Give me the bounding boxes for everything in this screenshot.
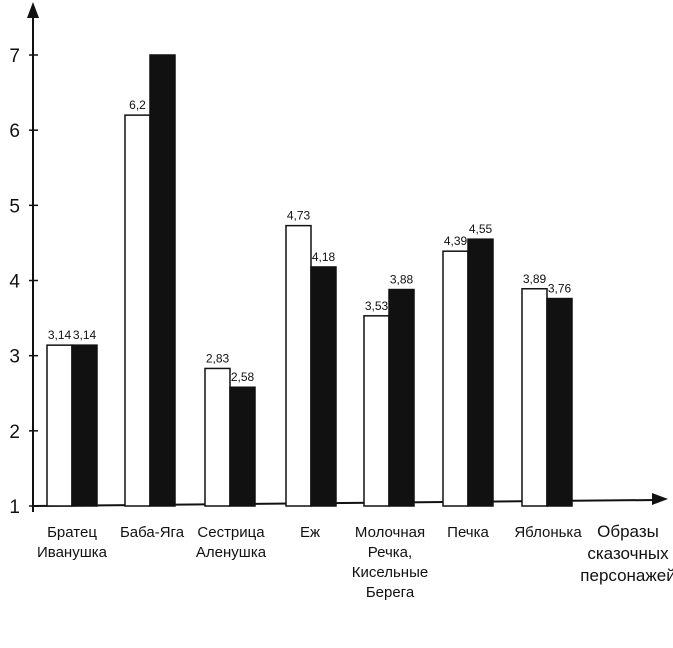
- data-label: 3,89: [523, 272, 547, 286]
- bar-white: [442, 250, 469, 507]
- data-label: 3,88: [390, 273, 414, 287]
- category-label: Братец: [47, 524, 97, 541]
- bar-black: [71, 344, 98, 507]
- category-label: Молочная: [355, 524, 425, 541]
- bar-white: [46, 344, 73, 507]
- x-axis-categories: Братец Иванушка Баба-Яга Сестрица Аленушка Еж…: [37, 524, 582, 601]
- x-axis-title-line: Образы: [597, 522, 659, 541]
- y-tick-label: 5: [9, 196, 20, 217]
- data-label: 6,2: [129, 98, 146, 112]
- category-label: Сестрица: [197, 524, 265, 541]
- y-tick-label: 4: [9, 272, 20, 293]
- bar-white: [285, 224, 312, 507]
- bar-white: [363, 315, 390, 507]
- category-label: Речка,: [368, 544, 412, 561]
- category-label: Еж: [300, 524, 320, 541]
- data-label: 3,14: [48, 328, 72, 342]
- category-label: Баба-Яга: [120, 524, 185, 541]
- x-axis-arrow: [652, 493, 668, 505]
- data-label: 2,58: [231, 370, 255, 384]
- bar-black: [388, 288, 415, 507]
- bar-black: [149, 54, 176, 507]
- y-tick-label: 6: [9, 121, 20, 142]
- bars: [46, 54, 573, 507]
- bar-black: [467, 238, 494, 507]
- x-axis-title-line: сказочных: [587, 544, 669, 563]
- category-label: Аленушка: [196, 544, 267, 561]
- category-label: Иванушка: [37, 544, 108, 561]
- bar-black: [546, 297, 573, 507]
- y-axis-arrow: [27, 2, 39, 18]
- y-tick-label: 3: [9, 347, 20, 368]
- x-axis-title: Образы сказочных персонажей: [580, 522, 673, 585]
- category-label: Яблонька: [514, 524, 582, 541]
- data-label: 4,73: [287, 209, 311, 223]
- bar-black: [310, 266, 337, 507]
- data-label: 4,18: [312, 250, 336, 264]
- bar-white: [521, 288, 548, 507]
- y-tick-label: 2: [9, 422, 20, 443]
- data-label: 2,83: [206, 351, 230, 365]
- data-label: 4,55: [469, 222, 493, 236]
- y-tick-label: 7: [9, 46, 20, 67]
- x-axis-title-line: персонажей: [580, 566, 673, 585]
- y-tick-label: 1: [9, 497, 20, 518]
- bar-white: [124, 114, 151, 507]
- category-label: Берега: [366, 584, 415, 601]
- data-label: 3,53: [365, 299, 389, 313]
- bar-white: [204, 367, 231, 507]
- data-label: 3,14: [73, 328, 97, 342]
- y-axis-ticks: 1 2 3 4 5 6 7: [9, 46, 38, 518]
- data-label: 4,39: [444, 234, 468, 248]
- bar-black: [229, 386, 256, 507]
- data-labels: 3,14 6,2 2,83 4,73 3,53 4,39 3,89 3,14 2,58 4,18 3…: [48, 98, 572, 384]
- category-label: Печка: [447, 524, 489, 541]
- data-label: 3,76: [548, 282, 572, 296]
- category-label: Кисельные: [352, 564, 428, 581]
